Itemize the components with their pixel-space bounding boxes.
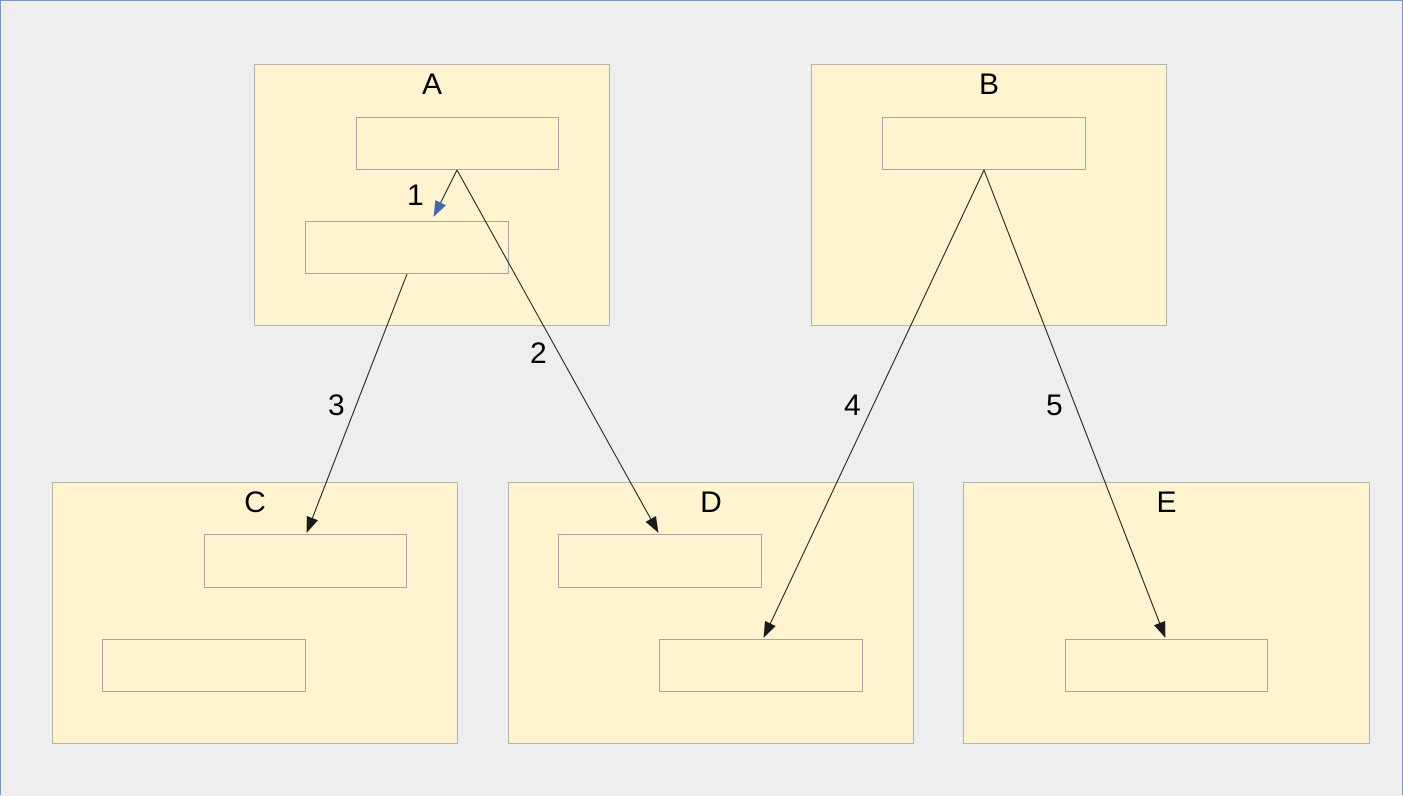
node-a1 xyxy=(356,117,559,170)
node-c2 xyxy=(102,639,306,692)
group-b-label: B xyxy=(978,68,999,101)
edge-2-label: 2 xyxy=(530,337,547,370)
group-e-label: E xyxy=(1156,486,1177,519)
node-b1 xyxy=(882,117,1086,170)
node-d1 xyxy=(558,534,762,588)
group-a-container: A xyxy=(254,64,610,326)
edge-3-label: 3 xyxy=(328,389,345,422)
node-c1 xyxy=(204,534,407,588)
group-c-label: C xyxy=(244,486,266,519)
node-d2 xyxy=(659,639,863,692)
edge-4-label: 4 xyxy=(844,389,861,422)
group-d-container: D xyxy=(508,482,914,744)
group-b-container: B xyxy=(811,64,1167,326)
group-d-label: D xyxy=(700,486,722,519)
edge-5-label: 5 xyxy=(1046,389,1063,422)
group-e-container: E xyxy=(963,482,1370,744)
node-a2 xyxy=(305,221,509,274)
group-c-container: C xyxy=(52,482,458,744)
group-a-label: A xyxy=(421,68,442,101)
node-e1 xyxy=(1065,639,1268,692)
